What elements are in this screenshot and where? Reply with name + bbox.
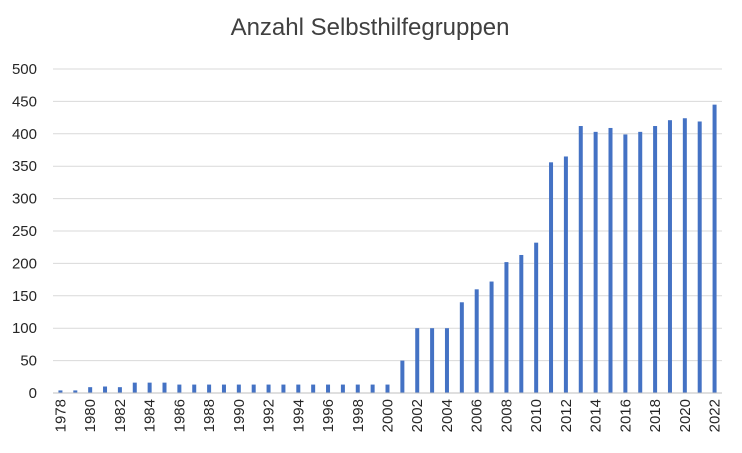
bar-1997 <box>340 384 345 393</box>
bar-1984 <box>147 382 152 393</box>
bar-2021 <box>697 121 702 393</box>
bar-2016 <box>623 134 628 393</box>
bar-2022 <box>712 104 717 393</box>
bar-2001 <box>400 360 405 393</box>
y-tick-label: 200 <box>12 255 37 272</box>
bar-2000 <box>385 384 390 393</box>
x-tick-label: 2000 <box>380 399 397 432</box>
bar-1983 <box>132 382 137 393</box>
bar-1992 <box>266 384 271 393</box>
x-tick-label: 1980 <box>82 399 99 432</box>
bar-2018 <box>653 126 658 394</box>
x-tick-label: 1986 <box>171 399 188 432</box>
bar-2012 <box>563 156 568 393</box>
bar-2008 <box>504 262 509 393</box>
x-tick-label: 1994 <box>290 399 307 432</box>
bar-2014 <box>593 131 598 393</box>
x-tick-label: 2008 <box>498 399 515 432</box>
bar-1981 <box>103 386 108 393</box>
x-tick-label: 1990 <box>231 399 248 432</box>
chart-title: Anzahl Selbsthilfegruppen <box>231 14 510 41</box>
x-tick-label: 2020 <box>677 399 694 432</box>
bar-2017 <box>638 131 643 393</box>
bar-1988 <box>207 384 212 393</box>
bars <box>58 104 717 394</box>
y-tick-label: 350 <box>12 158 37 175</box>
x-axis-tick-labels: 1978 1980 1982 1984 1986 1988 1990 1992 1994 1996… <box>52 399 723 432</box>
x-tick-label: 1984 <box>142 399 159 432</box>
x-tick-label: 2010 <box>528 399 545 432</box>
x-tick-label: 2004 <box>439 399 456 432</box>
x-tick-label: 1996 <box>320 399 337 432</box>
y-tick-label: 50 <box>20 353 37 370</box>
x-tick-label: 2014 <box>588 399 605 432</box>
x-tick-label: 2006 <box>469 399 486 432</box>
bar-1986 <box>177 384 182 393</box>
x-tick-label: 2016 <box>617 399 634 432</box>
bar-1987 <box>192 384 197 393</box>
bar-1989 <box>221 384 226 393</box>
bar-2019 <box>667 120 672 393</box>
bar-2011 <box>549 162 554 393</box>
bar-1979 <box>73 390 78 393</box>
x-tick-label: 1998 <box>350 399 367 432</box>
y-tick-label: 500 <box>12 61 37 78</box>
bar-1980 <box>88 387 93 393</box>
bar-1991 <box>251 384 256 393</box>
y-tick-label: 300 <box>12 191 37 208</box>
y-tick-label: 0 <box>29 385 37 402</box>
bar-2006 <box>474 289 479 393</box>
y-tick-label: 100 <box>12 320 37 337</box>
x-tick-label: 2012 <box>558 399 575 432</box>
gridlines <box>53 68 722 362</box>
bar-2010 <box>534 242 539 393</box>
x-tick-label: 2018 <box>647 399 664 432</box>
bar-1993 <box>281 384 286 393</box>
y-tick-label: 450 <box>12 93 37 110</box>
y-tick-label: 150 <box>12 288 37 305</box>
bar-2020 <box>682 118 687 394</box>
bar-2009 <box>519 254 524 393</box>
bar-2013 <box>578 126 583 394</box>
bar-1995 <box>311 384 316 393</box>
bar-1982 <box>117 387 122 393</box>
bar-1998 <box>355 384 360 393</box>
bar-2005 <box>459 302 464 393</box>
bar-1994 <box>296 384 301 393</box>
bar-2003 <box>430 328 435 393</box>
y-tick-label: 250 <box>12 223 37 240</box>
x-tick-label: 1988 <box>201 399 218 432</box>
x-tick-label: 1982 <box>112 399 129 432</box>
y-tick-label: 400 <box>12 126 37 143</box>
bar-1990 <box>236 384 241 393</box>
bar-2015 <box>608 127 613 393</box>
x-tick-label: 1992 <box>261 399 278 432</box>
bar-1996 <box>326 384 331 393</box>
x-tick-label: 1978 <box>52 399 69 432</box>
x-tick-label: 2002 <box>409 399 426 432</box>
y-axis-tick-labels: 0 50 100 150 200 250 300 350 400 450 500 <box>12 61 37 402</box>
bar-1985 <box>162 382 167 393</box>
bar-1978 <box>58 390 63 393</box>
bar-2007 <box>489 281 494 393</box>
x-tick-label: 2022 <box>707 399 724 432</box>
bar-2004 <box>444 328 449 393</box>
bar-1999 <box>370 384 375 393</box>
bar-2002 <box>415 328 420 393</box>
